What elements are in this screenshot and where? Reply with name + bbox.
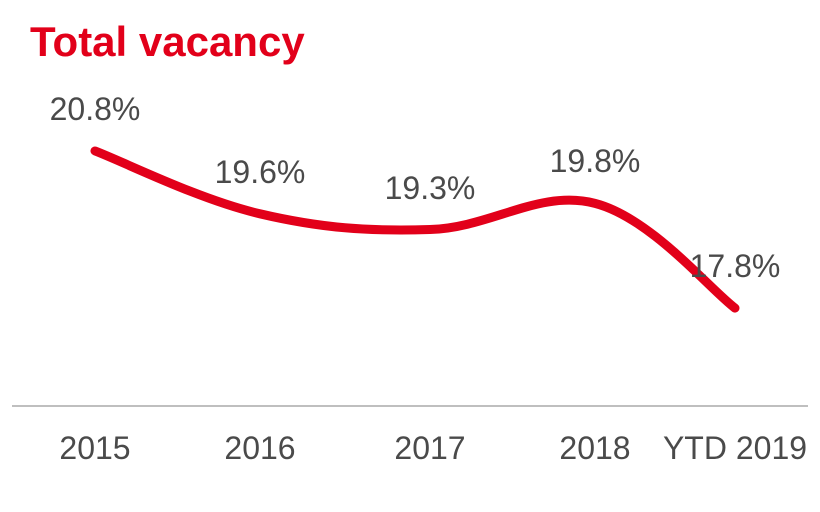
category-label: 2015 bbox=[59, 430, 130, 467]
category-label: 2017 bbox=[394, 430, 465, 467]
value-label: 19.6% bbox=[215, 154, 306, 191]
category-label: 2018 bbox=[559, 430, 630, 467]
category-label: 2016 bbox=[224, 430, 295, 467]
category-label: YTD 2019 bbox=[663, 430, 807, 467]
value-label: 19.8% bbox=[550, 143, 641, 180]
value-label: 20.8% bbox=[50, 91, 141, 128]
vacancy-chart-container: Total vacancy 2015 2016 2017 2018 YTD 20… bbox=[0, 0, 820, 512]
value-label: 17.8% bbox=[690, 248, 781, 285]
value-label: 19.3% bbox=[385, 170, 476, 207]
